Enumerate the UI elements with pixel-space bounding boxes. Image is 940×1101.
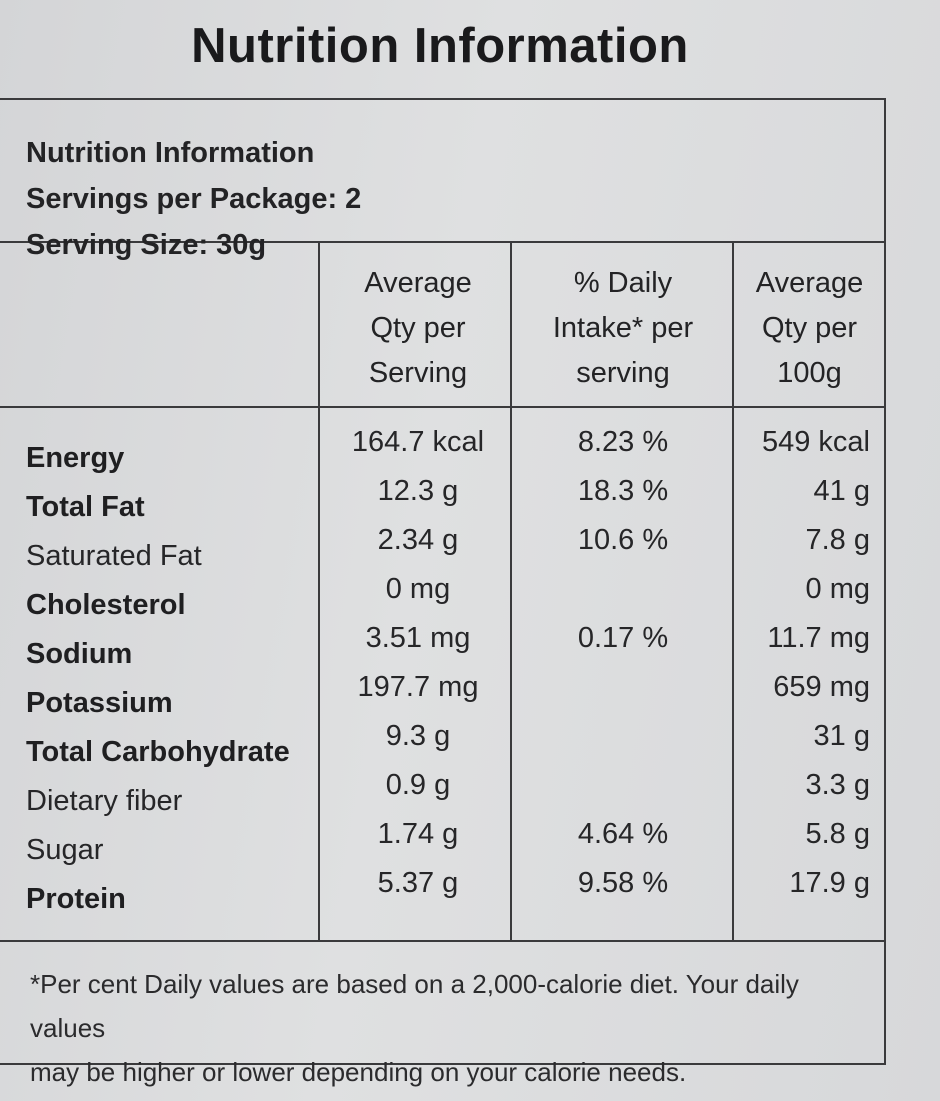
column-divider [318,243,320,942]
nutrient-name: Total Fat [26,491,145,523]
nutrient-table-body: Energy 164.7 kcal 8.23 % 549 kcal Total … [0,408,884,942]
value-per-serving: 0 mg [385,573,451,605]
footnote-line: may be higher or lower depending on your… [30,1057,687,1087]
column-header-row: Average Qty per Serving % Daily Intake* … [0,243,884,408]
value-daily-intake: 18.3 % [577,475,669,507]
column-header-daily-intake: % Daily Intake* per serving [552,267,694,389]
footnote: *Per cent Daily values are based on a 2,… [30,962,870,1094]
value-per-serving: 5.37 g [377,867,459,899]
nutrient-name: Potassium [26,687,173,719]
table-row: Cholesterol 0 mg 0 mg [0,573,884,621]
value-per-100g: 659 mg [773,671,870,703]
value-per-100g: 549 kcal [761,426,870,458]
nutrient-name: Cholesterol [26,589,186,621]
table-row: Energy 164.7 kcal 8.23 % 549 kcal [0,426,884,474]
value-per-serving: 0.9 g [385,769,451,801]
table-row: Potassium 197.7 mg 659 mg [0,671,884,719]
nutrient-name: Sodium [26,638,133,670]
value-per-serving: 12.3 g [377,475,459,507]
nutrient-name: Total Carbohydrate [26,736,290,768]
table-row: Total Carbohydrate 9.3 g 31 g [0,720,884,768]
column-header-per-100g: Average Qty per 100g [755,267,864,389]
value-daily-intake: 0.17 % [577,622,669,654]
table-row: Sugar 1.74 g 4.64 % 5.8 g [0,818,884,866]
table-row: Total Fat 12.3 g 18.3 % 41 g [0,475,884,523]
value-daily-intake: 10.6 % [577,524,669,556]
serving-size: Serving Size: 30g [26,229,267,261]
nutrient-name: Protein [26,883,126,915]
value-daily-intake: 8.23 % [577,426,669,458]
value-per-100g: 5.8 g [805,818,871,850]
table-row: Dietary fiber 0.9 g 3.3 g [0,769,884,817]
value-per-serving: 197.7 mg [357,671,479,703]
column-divider [732,243,734,942]
nutrient-name: Saturated Fat [26,540,202,572]
nutrition-panel: Nutrition Information Servings per Packa… [0,98,886,1087]
table-row: Saturated Fat 2.34 g 10.6 % 7.8 g [0,524,884,572]
value-per-100g: 7.8 g [805,524,871,556]
value-per-100g: 3.3 g [805,769,871,801]
panel-heading: Nutrition Information [26,137,315,169]
column-divider [510,243,512,942]
page-title: Nutrition Information [191,19,689,73]
value-per-100g: 31 g [813,720,870,752]
footnote-line: *Per cent Daily values are based on a 2,… [30,969,799,1043]
value-per-100g: 17.9 g [789,867,870,899]
value-daily-intake: 9.58 % [577,867,669,899]
value-per-serving: 3.51 mg [365,622,471,654]
panel-header: Nutrition Information Servings per Packa… [0,100,884,261]
value-per-100g: 0 mg [805,573,870,605]
value-per-100g: 11.7 mg [767,622,870,654]
column-header-serving: Average Qty per Serving [364,267,472,389]
value-per-serving: 164.7 kcal [351,426,485,458]
table-row: Sodium 3.51 mg 0.17 % 11.7 mg [0,622,884,670]
value-per-serving: 2.34 g [377,524,459,556]
nutrient-name: Dietary fiber [26,785,183,817]
servings-per-package: Servings per Package: 2 [26,183,362,215]
table-row: Protein 5.37 g 9.58 % 17.9 g [0,867,884,915]
value-per-serving: 1.74 g [377,818,459,850]
nutrient-name: Energy [26,442,125,474]
nutrient-name: Sugar [26,834,104,866]
value-per-100g: 41 g [813,475,870,507]
value-per-serving: 9.3 g [385,720,451,752]
value-daily-intake: 4.64 % [577,818,669,850]
